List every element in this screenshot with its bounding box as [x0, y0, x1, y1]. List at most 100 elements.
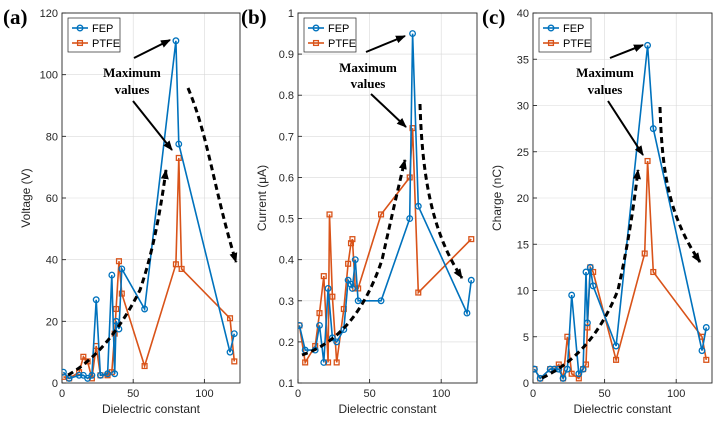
panel-a-ptfe-point [115, 258, 123, 265]
panel-c-fep-point [533, 365, 538, 373]
panel-c-fep-point [698, 347, 706, 355]
panel-c-ptfe-point [613, 356, 620, 363]
panel-a-fep-point [226, 348, 234, 356]
panel-b-ytick-label: 0.1 [279, 378, 294, 390]
panel-b-fep-point [333, 338, 341, 346]
panel-c-legend-ptfe-marker [547, 39, 555, 47]
panel-b-ytick-label: 1 [288, 8, 294, 20]
panel-c-legend: FEP PTFE [538, 17, 592, 53]
panel-a-fep-point [112, 317, 120, 325]
panel-a-xlabel: Dielectric constant [102, 402, 201, 416]
panel-b-ytick-label: 0.8 [279, 90, 294, 102]
panel-a-ptfe-point [175, 154, 182, 161]
panel-b-fep-point [298, 321, 303, 329]
panel-b-ptfe-point [349, 236, 356, 243]
panel-c-fep-point [568, 291, 576, 299]
panel-b-fep-point [328, 334, 336, 342]
panel-c-ytick-label: 20 [517, 193, 529, 205]
panel-a-arrow-to-fep-max [133, 39, 171, 59]
panel-b-fep-point [409, 30, 417, 38]
panel-c-plot: 0 5 10 15 20 25 30 35 40 0 50 100 Dielectric constan… [490, 8, 713, 416]
panel-a-ptfe-line [63, 157, 236, 380]
panel-b-ptfe-point [378, 211, 385, 218]
panel-c-axes-box [532, 12, 713, 384]
panel-b-legend-box [303, 17, 357, 53]
panel-c-fep-point [575, 370, 583, 378]
panel-b-xlabel: Dielectric constant [338, 402, 437, 416]
panel-b-arrow-to-ptfe-max [370, 93, 407, 128]
panel-b-ptfe-point [345, 260, 352, 267]
panel-b-fep-point [347, 280, 355, 288]
panel-c-fep-point [559, 374, 567, 382]
panel-b-ytick-label: 0.2 [279, 337, 294, 349]
panel-c-fep-point [702, 324, 710, 331]
panel-a-fep-point [172, 37, 180, 45]
panel-c-fep-point [586, 263, 594, 271]
panel-c-rising-trend-arrow [541, 169, 641, 380]
panel-a-plot: 0 20 40 60 80 100 120 0 50 100 Dielectric constant… [19, 8, 241, 416]
panel-a-legend-fep-label: FEP [92, 23, 113, 35]
panel-c-legend-fep-label: FEP [563, 23, 584, 35]
panel-c-fep-point [612, 342, 620, 350]
panel-b-ptfe-line [298, 128, 472, 365]
panel-a-fep-point [75, 371, 83, 379]
panel-a-fep-point [96, 371, 104, 379]
panel-b-plot: 0.1 0.2 0.3 0.4 0.5 0.6 0.7 0.8 0.9 1 0 50 100 Dielec… [255, 8, 478, 416]
panel-b-fep-point [316, 321, 323, 329]
panel-c-ptfe-point [568, 370, 575, 377]
panel-c-legend-ptfe-label: PTFE [563, 38, 591, 50]
panel-c-fep-point [546, 365, 554, 373]
panel-c-annotation-line2: values [588, 82, 623, 97]
panel-c-fep-point [579, 365, 587, 373]
panel-a-fep-point [111, 370, 119, 378]
panel-a-axes-box [61, 12, 241, 384]
panel-b-fep-point [324, 284, 332, 292]
panel-a-rising-trend-arrow [67, 169, 169, 377]
panel-b-fep-point [377, 297, 385, 305]
panel-a-ptfe-point [141, 362, 148, 370]
panel-b-annotation-line1: Maximum [339, 60, 397, 75]
panel-c-fep-point [563, 365, 571, 373]
panel-a-ytick-label: 40 [46, 255, 58, 267]
panel-c-arrow-to-fep-max [609, 44, 644, 59]
panel-b-ytick-label: 0.3 [279, 296, 294, 308]
panel-c-arrow-to-ptfe-max [607, 100, 644, 156]
panel-a-label: (a) [3, 5, 28, 29]
panel-a-fep-point [62, 368, 67, 376]
panel-b-legend-fep-label: FEP [328, 23, 349, 35]
panel-b-ylabel: Current (μA) [255, 165, 269, 231]
panel-a-fep-point [104, 370, 112, 378]
panel-b-xtick-label: 100 [432, 388, 450, 400]
panel-b-axes-box [297, 12, 478, 384]
panel-c-ytick-label: 35 [517, 54, 529, 66]
panel-b-ytick-label: 0.6 [279, 172, 294, 184]
panel-c-xtick-label: 100 [667, 388, 685, 400]
panel-a-ptfe-point [226, 315, 234, 322]
panel-b-series-ptfe [298, 125, 475, 366]
panel-b-legend-ptfe-label: PTFE [328, 38, 356, 50]
panel-b-ptfe-point [302, 359, 309, 366]
panel-c-label: (c) [482, 5, 505, 29]
panel-c-series-fep [533, 41, 710, 382]
panel-c-fep-line [533, 45, 708, 381]
panel-a-ptfe-point [172, 261, 179, 268]
panel-b-label: (b) [241, 5, 267, 29]
panel-b-ytick-label: 0.4 [279, 255, 294, 267]
panel-a-ptfe-point [178, 265, 185, 272]
panel-a-annotation-line2: values [115, 82, 150, 97]
panel-b-ptfe-point [468, 236, 475, 243]
panel-a-ytick-label: 0 [52, 378, 58, 390]
panel-a-ylabel: Voltage (V) [19, 168, 33, 227]
panel-b-ytick-label: 0.9 [279, 49, 294, 61]
panel-c-fep-point [555, 365, 563, 373]
panel-b: 0.1 0.2 0.3 0.4 0.5 0.6 0.7 0.8 0.9 1 0 50 100 Dielec… [241, 5, 478, 416]
panel-c-ptfe-point [644, 157, 651, 165]
panel-a-fep-point [141, 305, 149, 313]
panel-a-ytick-label: 20 [46, 316, 58, 328]
panel-b-ptfe-point [316, 310, 323, 317]
panel-a-legend-ptfe-label: PTFE [92, 38, 120, 50]
panel-a-ytick-label: 80 [46, 131, 58, 143]
panel-a-xtick-label: 100 [195, 388, 213, 400]
panel-c-annotation-line1: Maximum [576, 65, 634, 80]
panel-a: 0 20 40 60 80 100 120 0 50 100 Dielectric constant… [3, 5, 241, 416]
